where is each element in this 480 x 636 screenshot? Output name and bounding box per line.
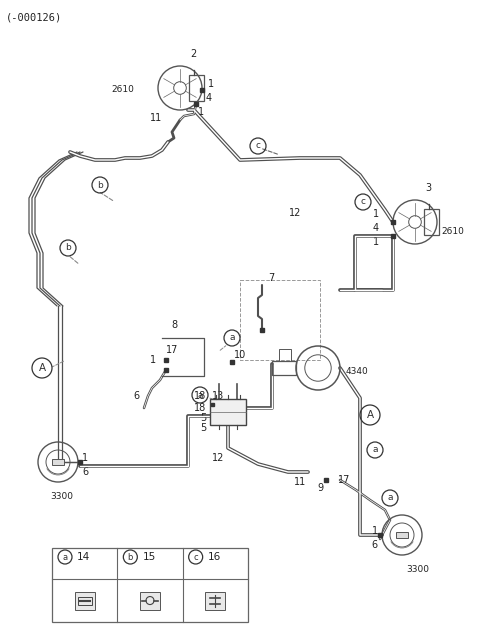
- Text: 3300: 3300: [50, 492, 73, 501]
- Text: a: a: [229, 333, 235, 343]
- Text: 6: 6: [134, 391, 140, 401]
- Text: 8: 8: [171, 320, 177, 330]
- Bar: [52, 548, 248, 622]
- Text: b: b: [128, 553, 133, 562]
- Text: 5: 5: [200, 423, 206, 433]
- Text: c: c: [255, 141, 261, 151]
- Text: 1: 1: [373, 209, 379, 219]
- Text: 1: 1: [208, 79, 214, 89]
- Bar: [205, 591, 225, 609]
- Text: 1: 1: [373, 237, 379, 247]
- Text: 4: 4: [373, 223, 379, 233]
- Bar: [324, 478, 328, 481]
- Bar: [194, 102, 198, 106]
- Text: 2610: 2610: [441, 228, 464, 237]
- Text: 13: 13: [212, 391, 224, 401]
- Text: 10: 10: [234, 350, 246, 360]
- Bar: [240, 280, 320, 360]
- Text: 12: 12: [212, 453, 224, 463]
- Bar: [260, 328, 264, 332]
- Text: 14: 14: [77, 552, 90, 562]
- Text: 3: 3: [425, 183, 431, 193]
- Text: 1: 1: [372, 526, 378, 536]
- Text: a: a: [62, 553, 68, 562]
- Text: 9: 9: [317, 483, 323, 493]
- Text: 6: 6: [82, 467, 88, 477]
- Text: 6: 6: [372, 540, 378, 550]
- Text: (-000126): (-000126): [6, 12, 62, 22]
- Bar: [189, 75, 204, 101]
- Text: 5: 5: [200, 413, 206, 423]
- Bar: [52, 459, 64, 465]
- Text: b: b: [97, 181, 103, 190]
- Text: 17: 17: [338, 475, 350, 485]
- Bar: [140, 591, 160, 609]
- Bar: [78, 460, 82, 464]
- Bar: [391, 234, 395, 238]
- Text: 17: 17: [166, 345, 179, 355]
- Bar: [391, 220, 395, 224]
- Text: a: a: [197, 391, 203, 399]
- Bar: [424, 209, 439, 235]
- Text: b: b: [65, 244, 71, 252]
- Bar: [164, 368, 168, 372]
- Text: 1: 1: [150, 355, 156, 365]
- Bar: [78, 597, 92, 605]
- Bar: [200, 88, 204, 92]
- Text: 16: 16: [208, 552, 221, 562]
- Text: 18: 18: [194, 403, 206, 413]
- Text: 4: 4: [206, 93, 212, 103]
- Bar: [279, 349, 291, 361]
- Bar: [164, 358, 168, 362]
- Text: c: c: [193, 553, 198, 562]
- Text: 12: 12: [289, 208, 301, 218]
- Text: 3300: 3300: [406, 565, 429, 574]
- Text: a: a: [372, 445, 378, 455]
- Text: A: A: [366, 410, 373, 420]
- Text: 2: 2: [190, 49, 196, 59]
- Text: 15: 15: [143, 552, 156, 562]
- Bar: [210, 399, 246, 425]
- Text: 18: 18: [194, 391, 206, 401]
- Text: a: a: [387, 494, 393, 502]
- Text: 1: 1: [198, 107, 204, 117]
- Text: 7: 7: [268, 273, 274, 283]
- Text: 4340: 4340: [346, 368, 369, 377]
- Text: 11: 11: [294, 477, 306, 487]
- Text: c: c: [360, 198, 365, 207]
- Text: A: A: [38, 363, 46, 373]
- Text: 11: 11: [150, 113, 162, 123]
- Bar: [396, 532, 408, 538]
- Bar: [75, 591, 95, 609]
- Text: 1: 1: [82, 453, 88, 463]
- Bar: [211, 403, 214, 406]
- Bar: [378, 533, 382, 537]
- Text: 2610: 2610: [111, 85, 134, 95]
- Bar: [230, 360, 234, 364]
- Bar: [272, 361, 296, 375]
